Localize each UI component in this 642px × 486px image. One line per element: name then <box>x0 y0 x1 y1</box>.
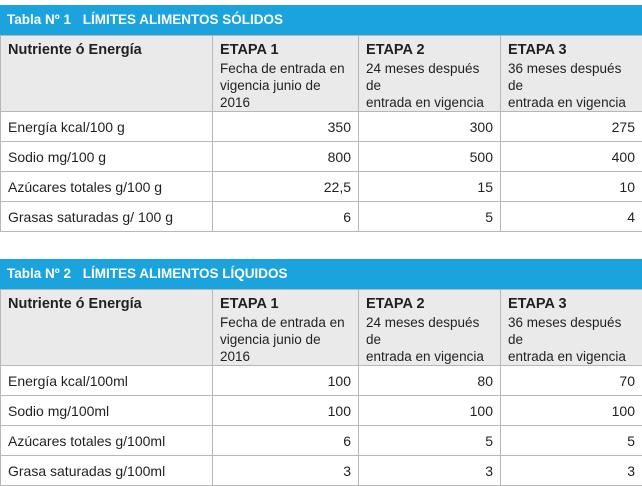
cell-etapa-1: 100 <box>213 396 359 426</box>
cell-etapa-2: 500 <box>359 142 501 172</box>
table-row: Azúcares totales g/100 g 22,5 15 10 <box>1 172 642 202</box>
header-nutrient: Nutriente ó Energía <box>1 290 213 366</box>
cell-etapa-2: 15 <box>359 172 501 202</box>
cell-etapa-3: 100 <box>501 396 642 426</box>
header-row: Nutriente ó Energía ETAPA 1 Fecha de ent… <box>1 290 642 366</box>
cell-etapa-2: 300 <box>359 112 501 142</box>
cell-etapa-2: 80 <box>359 366 501 396</box>
row-label: Sodio mg/100 g <box>1 142 213 172</box>
cell-etapa-2: 3 <box>359 456 501 486</box>
header-etapa-3: ETAPA 3 36 meses después de entrada en v… <box>501 290 642 366</box>
row-label: Grasa saturadas g/100ml <box>1 456 213 486</box>
row-label: Azúcares totales g/100 g <box>1 172 213 202</box>
cell-etapa-2: 100 <box>359 396 501 426</box>
table-name: LÍMITES ALIMENTOS SÓLIDOS <box>83 12 283 27</box>
header-nutrient: Nutriente ó Energía <box>1 36 213 112</box>
row-label: Energía kcal/100 g <box>1 112 213 142</box>
cell-etapa-1: 100 <box>213 366 359 396</box>
table-number: Tabla Nº 1 <box>7 12 71 27</box>
table-row: Grasas saturadas g/ 100 g 6 5 4 <box>1 202 642 232</box>
table-name: LÍMITES ALIMENTOS LÍQUIDOS <box>83 266 288 281</box>
table-row: Energía kcal/100ml 100 80 70 <box>1 366 642 396</box>
cell-etapa-3: 4 <box>501 202 642 232</box>
cell-etapa-1: 800 <box>213 142 359 172</box>
header-etapa-3: ETAPA 3 36 meses después de entrada en v… <box>501 36 642 112</box>
table-title-bar: Tabla Nº 2 LÍMITES ALIMENTOS LÍQUIDOS <box>0 259 642 289</box>
header-etapa-1: ETAPA 1 Fecha de entrada en vigencia jun… <box>213 36 359 112</box>
table-row: Sodio mg/100 g 800 500 400 <box>1 142 642 172</box>
header-etapa-2: ETAPA 2 24 meses después de entrada en v… <box>359 36 501 112</box>
cell-etapa-1: 6 <box>213 426 359 456</box>
cell-etapa-3: 70 <box>501 366 642 396</box>
cell-etapa-1: 22,5 <box>213 172 359 202</box>
cell-etapa-3: 400 <box>501 142 642 172</box>
table-liquidos: Tabla Nº 2 LÍMITES ALIMENTOS LÍQUIDOS Nu… <box>0 259 642 486</box>
limits-table: Nutriente ó Energía ETAPA 1 Fecha de ent… <box>0 35 642 232</box>
row-label: Grasas saturadas g/ 100 g <box>1 202 213 232</box>
row-label: Azúcares totales g/100ml <box>1 426 213 456</box>
cell-etapa-3: 5 <box>501 426 642 456</box>
cell-etapa-1: 350 <box>213 112 359 142</box>
cell-etapa-3: 275 <box>501 112 642 142</box>
table-row: Sodio mg/100ml 100 100 100 <box>1 396 642 426</box>
row-label: Sodio mg/100ml <box>1 396 213 426</box>
table-row: Grasa saturadas g/100ml 3 3 3 <box>1 456 642 486</box>
table-row: Azúcares totales g/100ml 6 5 5 <box>1 426 642 456</box>
cell-etapa-1: 6 <box>213 202 359 232</box>
header-row: Nutriente ó Energía ETAPA 1 Fecha de ent… <box>1 36 642 112</box>
header-etapa-1: ETAPA 1 Fecha de entrada en vigencia jun… <box>213 290 359 366</box>
cell-etapa-2: 5 <box>359 426 501 456</box>
limits-table: Nutriente ó Energía ETAPA 1 Fecha de ent… <box>0 289 642 486</box>
table-number: Tabla Nº 2 <box>7 266 71 281</box>
row-label: Energía kcal/100ml <box>1 366 213 396</box>
table-solidos: Tabla Nº 1 LÍMITES ALIMENTOS SÓLIDOS Nut… <box>0 5 642 232</box>
header-etapa-2: ETAPA 2 24 meses después de entrada en v… <box>359 290 501 366</box>
cell-etapa-3: 10 <box>501 172 642 202</box>
table-title-bar: Tabla Nº 1 LÍMITES ALIMENTOS SÓLIDOS <box>0 5 642 35</box>
cell-etapa-1: 3 <box>213 456 359 486</box>
cell-etapa-2: 5 <box>359 202 501 232</box>
cell-etapa-3: 3 <box>501 456 642 486</box>
table-row: Energía kcal/100 g 350 300 275 <box>1 112 642 142</box>
